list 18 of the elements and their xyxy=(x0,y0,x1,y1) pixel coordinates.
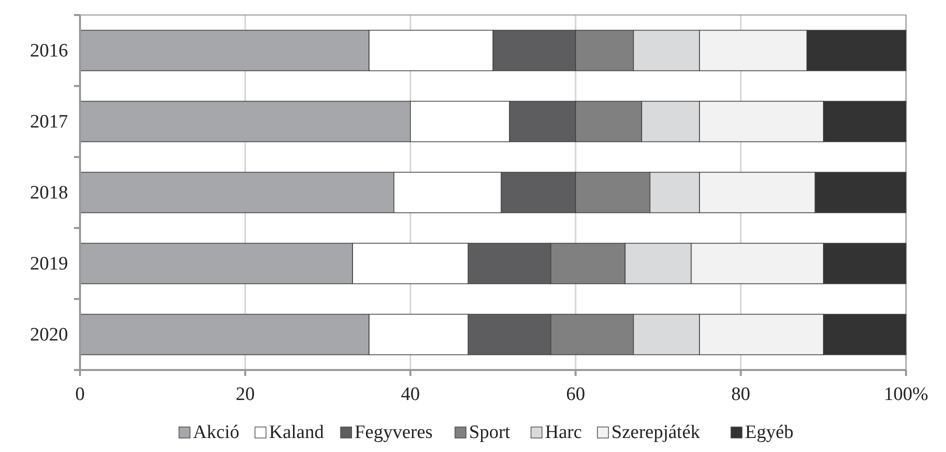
x-tick-label: 20 xyxy=(236,384,255,405)
legend-label: Szerepjáték xyxy=(611,422,701,443)
y-tick-label: 2018 xyxy=(30,182,68,204)
x-tick-label: 0 xyxy=(75,384,85,405)
legend-label: Fegyveres xyxy=(354,422,433,443)
x-tick-label: 100% xyxy=(884,384,928,405)
y-tick-label: 2020 xyxy=(30,324,68,346)
y-tick-label: 2017 xyxy=(30,112,68,132)
x-tick-label: 80 xyxy=(731,384,750,405)
legend-label: Akció xyxy=(193,422,240,443)
x-tick-label: 40 xyxy=(400,384,420,405)
legend-label: Egyéb xyxy=(745,422,794,443)
x-tick-label: 60 xyxy=(566,384,586,405)
y-tick-label: 2016 xyxy=(30,40,68,62)
legend-label: Sport xyxy=(469,422,511,443)
legend-label: Harc xyxy=(545,422,582,443)
y-tick-label: 2019 xyxy=(30,254,68,274)
legend-label: Kaland xyxy=(269,422,324,443)
